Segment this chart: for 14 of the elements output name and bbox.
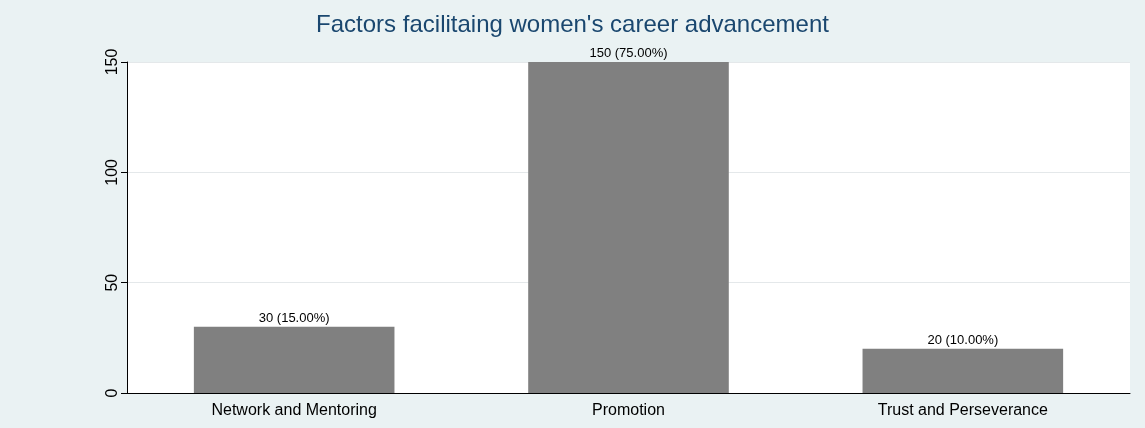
data-label: 30 (15.00%) bbox=[258, 309, 330, 325]
x-tick-label: Network and Mentoring bbox=[211, 400, 377, 418]
data-label: 150 (75.00%) bbox=[589, 45, 668, 60]
bar bbox=[528, 62, 729, 393]
y-tick-label: 150 bbox=[102, 48, 120, 76]
y-tick-label: 100 bbox=[102, 158, 120, 186]
bar bbox=[862, 348, 1064, 393]
x-tick-label: Trust and Perseverance bbox=[877, 400, 1049, 418]
bar bbox=[193, 326, 395, 393]
chart-title: Factors facilitaing women's career advancement bbox=[316, 9, 830, 37]
x-tick-label: Promotion bbox=[592, 400, 665, 418]
data-label: 20 (10.00%) bbox=[927, 331, 999, 347]
y-tick-label: 50 bbox=[102, 273, 120, 292]
y-tick-label: 0 bbox=[102, 388, 120, 398]
